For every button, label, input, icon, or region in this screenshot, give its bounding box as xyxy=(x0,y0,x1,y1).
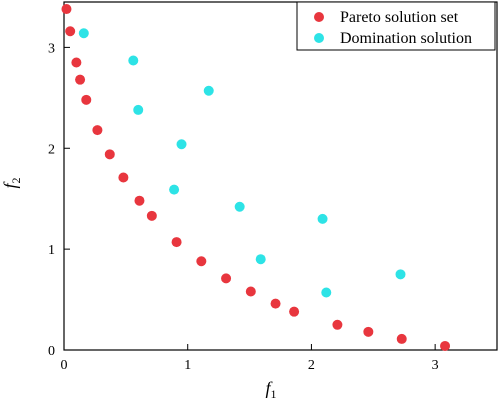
pareto-point xyxy=(363,326,374,337)
domination-point xyxy=(317,213,328,224)
x-axis-label-subscript: 1 xyxy=(271,387,277,401)
legend-label-pareto: Pareto solution set xyxy=(340,9,459,26)
domination-point xyxy=(321,287,332,298)
y-tick-label: 3 xyxy=(48,41,55,56)
plot-frame xyxy=(63,1,498,351)
pareto-point xyxy=(332,319,343,330)
pareto-point xyxy=(289,306,300,317)
pareto-point xyxy=(118,172,129,183)
pareto-point xyxy=(221,273,232,284)
x-tick-label: 1 xyxy=(184,358,191,373)
data-points xyxy=(61,4,451,351)
pareto-point xyxy=(440,340,451,351)
domination-point xyxy=(128,55,139,66)
x-axis-label: f1 xyxy=(265,378,276,401)
plot-area xyxy=(63,1,498,351)
legend-marker-domination xyxy=(314,33,324,43)
legend: Pareto solution set Domination solution xyxy=(296,1,496,51)
pareto-point xyxy=(92,125,103,136)
pareto-point xyxy=(171,237,182,248)
pareto-point xyxy=(75,74,86,85)
domination-point xyxy=(234,201,245,212)
legend-label-domination: Domination solution xyxy=(340,30,472,47)
pareto-point xyxy=(65,26,76,37)
domination-point xyxy=(133,104,144,115)
domination-point xyxy=(169,184,180,195)
series-domination xyxy=(78,28,406,298)
legend-box xyxy=(296,1,496,51)
pareto-point xyxy=(104,149,115,160)
y-tick-label: 2 xyxy=(48,142,55,157)
x-tick-label: 0 xyxy=(61,358,68,373)
x-tick-label: 3 xyxy=(432,358,439,373)
axis-ticks: 0 1 2 3 0 1 2 3 xyxy=(48,41,439,373)
y-tick-label: 0 xyxy=(48,344,55,359)
y-axis-label: f2 xyxy=(0,177,23,188)
pareto-point xyxy=(396,333,407,344)
pareto-point xyxy=(270,298,281,309)
pareto-point xyxy=(71,57,82,68)
domination-point xyxy=(176,139,187,150)
y-tick-label: 1 xyxy=(48,243,55,258)
x-tick-label: 2 xyxy=(308,358,315,373)
y-axis-label-subscript: 2 xyxy=(9,177,23,183)
pareto-point xyxy=(81,94,92,105)
pareto-point xyxy=(245,286,256,297)
pareto-point xyxy=(134,195,145,206)
y-axis-label-main: f xyxy=(0,181,20,189)
domination-point xyxy=(203,85,214,96)
domination-point xyxy=(395,269,406,280)
pareto-point xyxy=(196,256,207,267)
pareto-point xyxy=(146,210,157,221)
domination-point xyxy=(78,28,89,39)
domination-point xyxy=(255,254,266,265)
pareto-point xyxy=(61,4,72,15)
series-pareto xyxy=(61,4,451,351)
legend-marker-pareto xyxy=(314,12,324,22)
x-axis-label-main: f xyxy=(265,378,273,398)
